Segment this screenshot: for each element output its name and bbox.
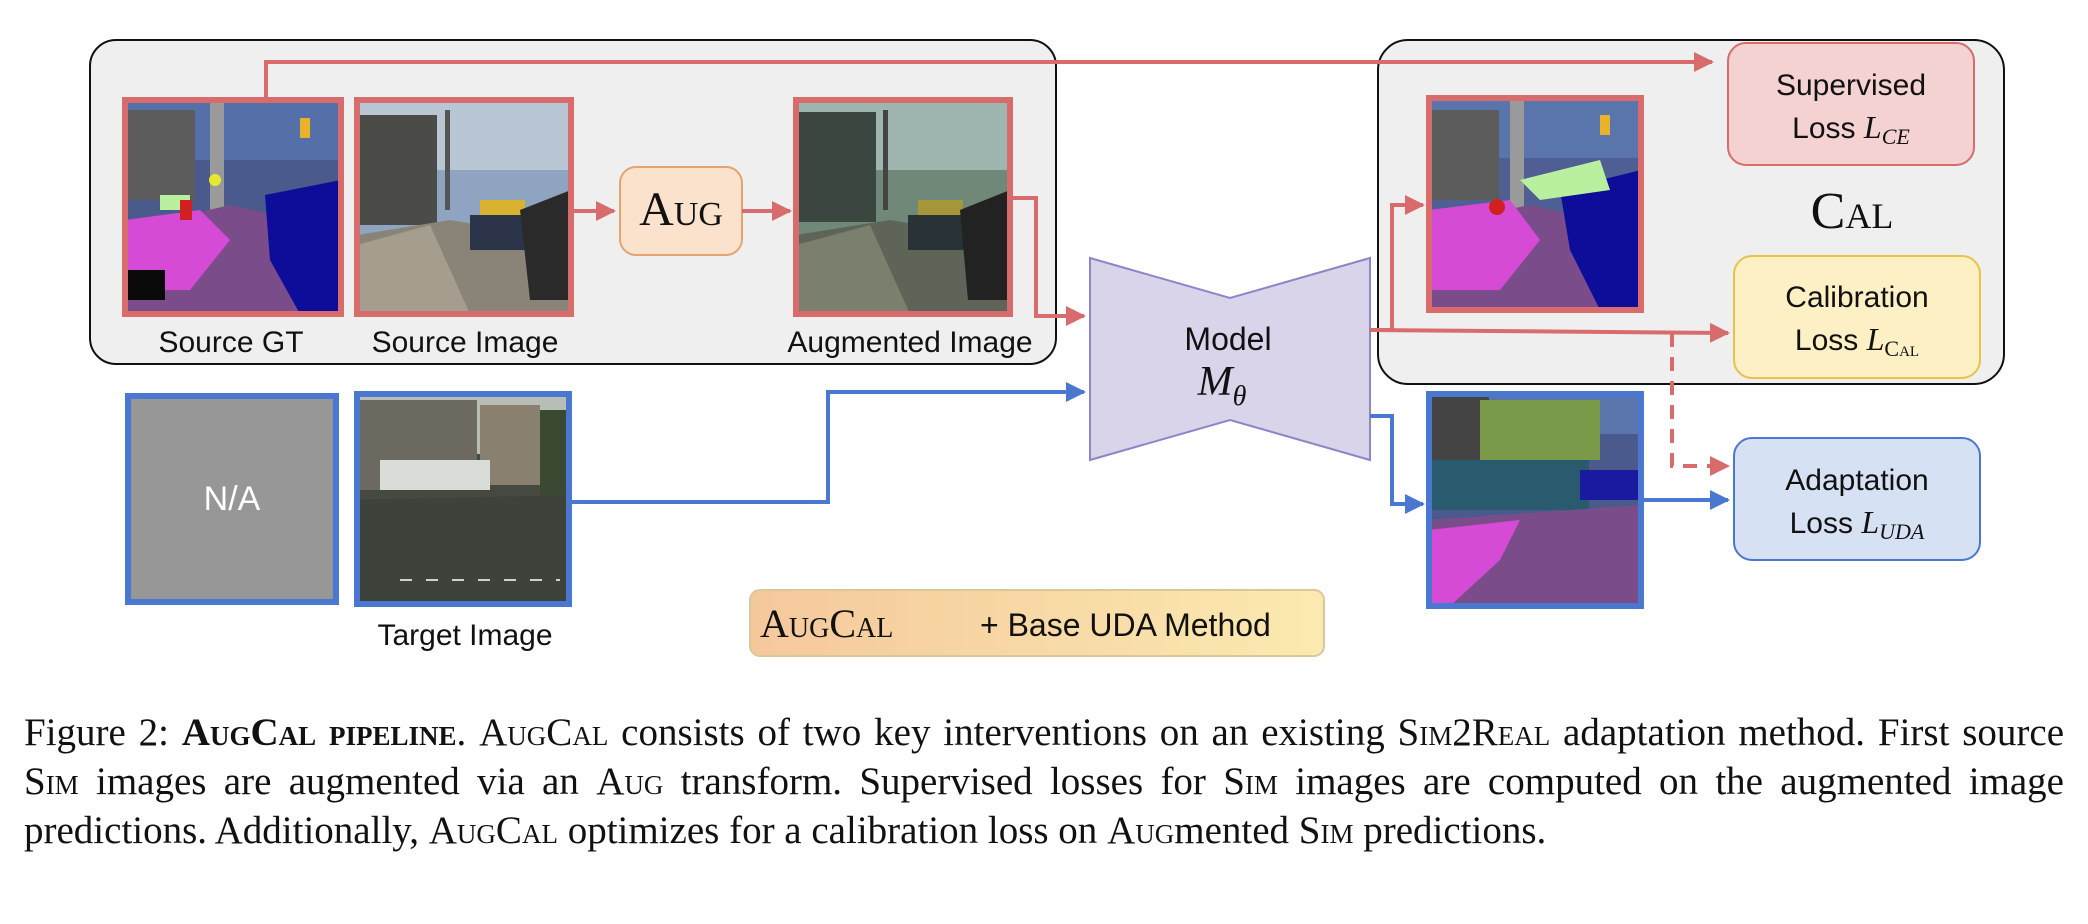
model-hourglass bbox=[1089, 256, 1371, 462]
target-image-label: Target Image bbox=[377, 619, 552, 652]
caption-term: Sim bbox=[24, 760, 79, 803]
caption-text: predictions. bbox=[1353, 809, 1547, 852]
caption-text: consists of two key interventions on an … bbox=[608, 711, 1398, 754]
augmented-image-label: Augmented Image bbox=[787, 326, 1032, 359]
adaptation-loss-line2: Loss LUDA bbox=[1790, 504, 1925, 544]
model-label: Model bbox=[1184, 321, 1271, 357]
na-label: N/A bbox=[204, 480, 261, 518]
augcal-badge-label: AugCal bbox=[760, 601, 893, 646]
cal-label: Cal bbox=[1811, 183, 1894, 240]
caption-term: Sim bbox=[1223, 760, 1278, 803]
source-gt-thumbnail bbox=[122, 97, 344, 317]
caption-text: images are computed on the augmented ima… bbox=[24, 760, 2064, 852]
source-gt-label: Source GT bbox=[158, 326, 303, 359]
caption-term: AugCal bbox=[428, 809, 558, 852]
red-flows bbox=[264, 52, 1730, 476]
caption-text: . bbox=[456, 711, 480, 754]
base-method-label: + Base UDA Method bbox=[980, 607, 1271, 643]
target-image-thumbnail bbox=[354, 391, 572, 607]
calibration-loss-line2: Loss LCal bbox=[1795, 321, 1919, 361]
figure-caption: Figure 2: AugCal pipeline. AugCal consis… bbox=[24, 708, 2064, 855]
source-prediction-thumbnail bbox=[1426, 95, 1644, 313]
caption-text: adaptation method. First source bbox=[1550, 711, 2065, 754]
caption-title: AugCal pipeline bbox=[181, 711, 457, 754]
caption-term: Aug bbox=[1107, 809, 1175, 852]
target-prediction-thumbnail bbox=[1426, 391, 1644, 609]
aug-label: Aug bbox=[639, 183, 723, 236]
augmented-image-thumbnail bbox=[793, 97, 1013, 317]
augcal-badge bbox=[749, 589, 1325, 657]
caption-term: Sim bbox=[1298, 809, 1354, 852]
caption-text: transform. Supervised losses for bbox=[663, 760, 1224, 803]
model-symbol: Mθ bbox=[1197, 359, 1247, 412]
adaptation-loss-box bbox=[1733, 437, 1981, 561]
calibration-loss-box bbox=[1733, 255, 1981, 379]
source-image-thumbnail bbox=[354, 97, 574, 317]
caption-term: Aug bbox=[596, 760, 664, 803]
supervised-loss-line1: Supervised bbox=[1776, 69, 1926, 102]
caption-term: AugCal bbox=[479, 711, 609, 754]
calibration-loss-line1: Calibration bbox=[1785, 281, 1928, 314]
adaptation-loss-line1: Adaptation bbox=[1785, 464, 1928, 497]
caption-text: images are augmented via an bbox=[78, 760, 597, 803]
blue-flows bbox=[569, 382, 1730, 514]
supervised-loss-box bbox=[1727, 42, 1975, 166]
caption-term: Sim2Real bbox=[1397, 711, 1551, 754]
caption-text: mented bbox=[1174, 809, 1299, 852]
pipeline-diagram: Aug Source GT Source Image Augmented Ima… bbox=[89, 39, 2005, 657]
caption-text: optimizes for a calibration loss on bbox=[557, 809, 1108, 852]
na-placeholder: N/A bbox=[125, 393, 339, 605]
figure-label: Figure 2: bbox=[24, 711, 169, 754]
supervised-loss-line2: Loss LCE bbox=[1792, 109, 1910, 149]
source-image-label: Source Image bbox=[372, 326, 559, 359]
